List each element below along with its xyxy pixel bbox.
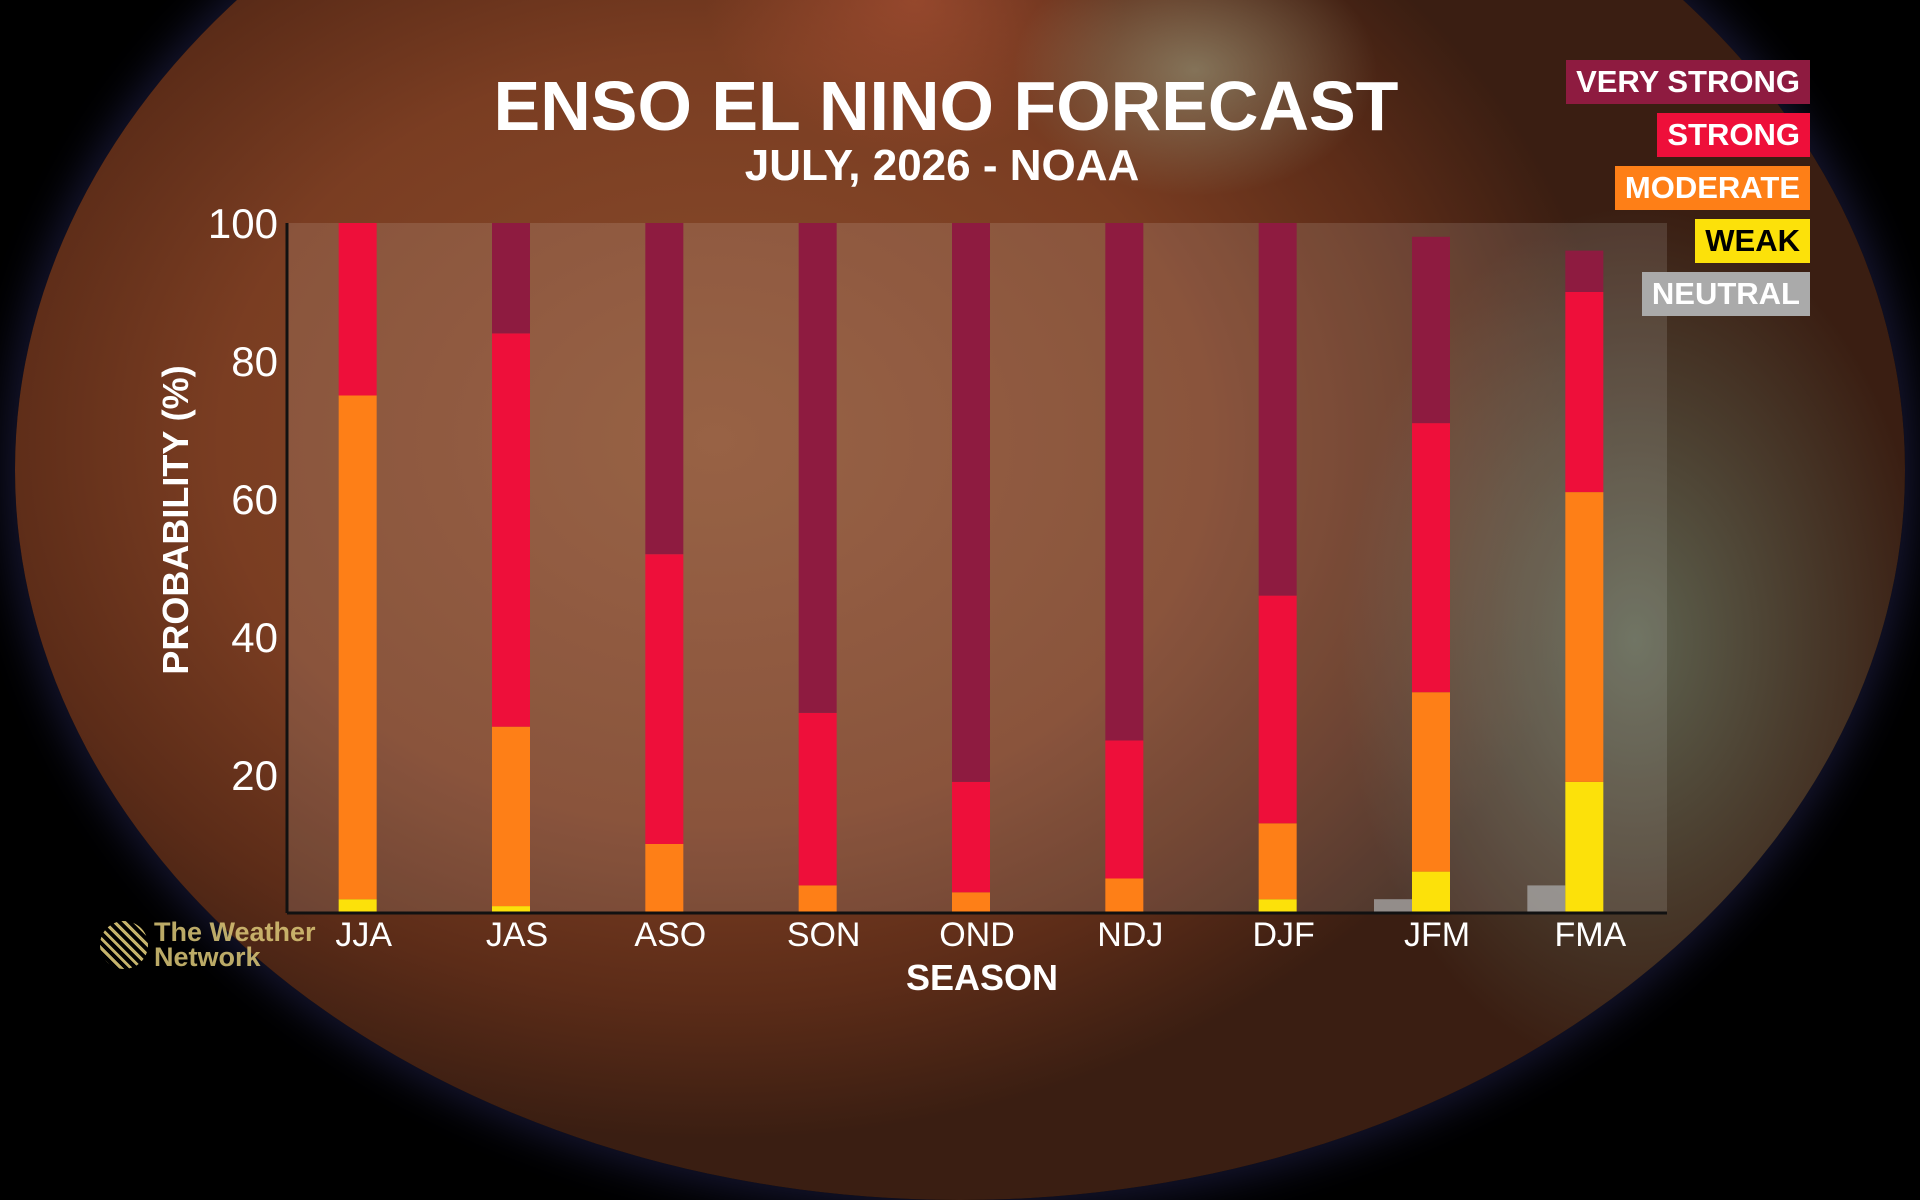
- x-tick-jja: JJA: [335, 916, 392, 954]
- y-tick-60: 60: [231, 476, 278, 523]
- bars-group: [338, 223, 1604, 913]
- bar-djf-moderate: [1258, 823, 1297, 900]
- bar-fma-weak: [1565, 781, 1604, 913]
- y-axis-label: PROBABILITY (%): [155, 365, 196, 674]
- bar-fma-moderate: [1565, 492, 1604, 782]
- bar-jas-very-strong: [492, 223, 530, 334]
- bar-jfm-moderate: [1412, 692, 1450, 872]
- bar-djf-weak: [1258, 899, 1297, 913]
- x-tick-jas: JAS: [486, 916, 548, 954]
- bar-aso-strong: [645, 554, 684, 844]
- x-tick-aso: ASO: [634, 916, 706, 954]
- bar-fma-neutral: [1527, 885, 1566, 913]
- y-tick-20: 20: [231, 752, 278, 799]
- bar-ndj-very-strong: [1105, 223, 1144, 741]
- bar-jja-moderate: [338, 395, 377, 900]
- bar-fma-very-strong: [1565, 250, 1604, 292]
- logo-line-2: Network: [154, 942, 261, 972]
- enso-chart: ENSO EL NINO FORECAST JULY, 2026 - NOAA …: [155, 67, 1667, 998]
- bar-jfm-strong: [1412, 423, 1450, 693]
- chart-subtitle: JULY, 2026 - NOAA: [745, 141, 1140, 190]
- bar-aso-moderate: [645, 844, 684, 913]
- bar-jas-moderate: [492, 726, 530, 907]
- chart-title: ENSO EL NINO FORECAST: [494, 67, 1399, 145]
- bar-fma-strong: [1565, 292, 1604, 493]
- y-tick-80: 80: [231, 338, 278, 385]
- bar-ndj-strong: [1105, 740, 1144, 879]
- legend-strong: STRONG: [1657, 113, 1810, 157]
- bar-jja-weak: [338, 899, 377, 913]
- globe-logo-icon: [100, 921, 148, 969]
- x-axis-label: SEASON: [906, 957, 1058, 998]
- legend-moderate: MODERATE: [1614, 166, 1810, 210]
- bar-jfm-weak: [1412, 871, 1450, 913]
- x-tick-jfm: JFM: [1404, 916, 1470, 954]
- y-tick-100: 100: [208, 200, 278, 247]
- bar-djf-very-strong: [1258, 223, 1297, 596]
- y-tick-labels: 20 40 60 80 100: [208, 200, 278, 799]
- bar-jas-weak: [492, 906, 530, 913]
- legend-weak: WEAK: [1695, 219, 1810, 263]
- x-tick-ndj: NDJ: [1097, 916, 1163, 954]
- bar-ond-moderate: [952, 892, 990, 913]
- legend-neutral: NEUTRAL: [1641, 272, 1810, 316]
- bar-ndj-moderate: [1105, 878, 1144, 913]
- y-tick-40: 40: [231, 614, 278, 661]
- x-tick-son: SON: [787, 916, 861, 954]
- weather-network-logo: The Weather Network: [100, 917, 316, 972]
- x-tick-fma: FMA: [1554, 916, 1626, 954]
- bar-son-very-strong: [798, 223, 837, 713]
- x-tick-ond: OND: [939, 916, 1015, 954]
- x-tick-djf: DJF: [1253, 916, 1315, 954]
- logo-line-1: The Weather: [154, 917, 316, 947]
- bar-djf-strong: [1258, 595, 1297, 824]
- bar-jfm-very-strong: [1412, 236, 1450, 424]
- bar-ond-strong: [952, 781, 990, 893]
- bar-jja-strong: [338, 223, 377, 396]
- bar-jfm-neutral: [1374, 899, 1412, 913]
- x-tick-labels: JJA JAS ASO SON OND NDJ DJF JFM FMA: [335, 916, 1626, 954]
- legend-very-strong: VERY STRONG: [1566, 60, 1810, 104]
- bar-son-strong: [798, 712, 837, 886]
- bar-jas-strong: [492, 333, 530, 727]
- bar-son-moderate: [798, 885, 837, 913]
- bar-ond-very-strong: [952, 223, 990, 782]
- bar-aso-very-strong: [645, 223, 684, 555]
